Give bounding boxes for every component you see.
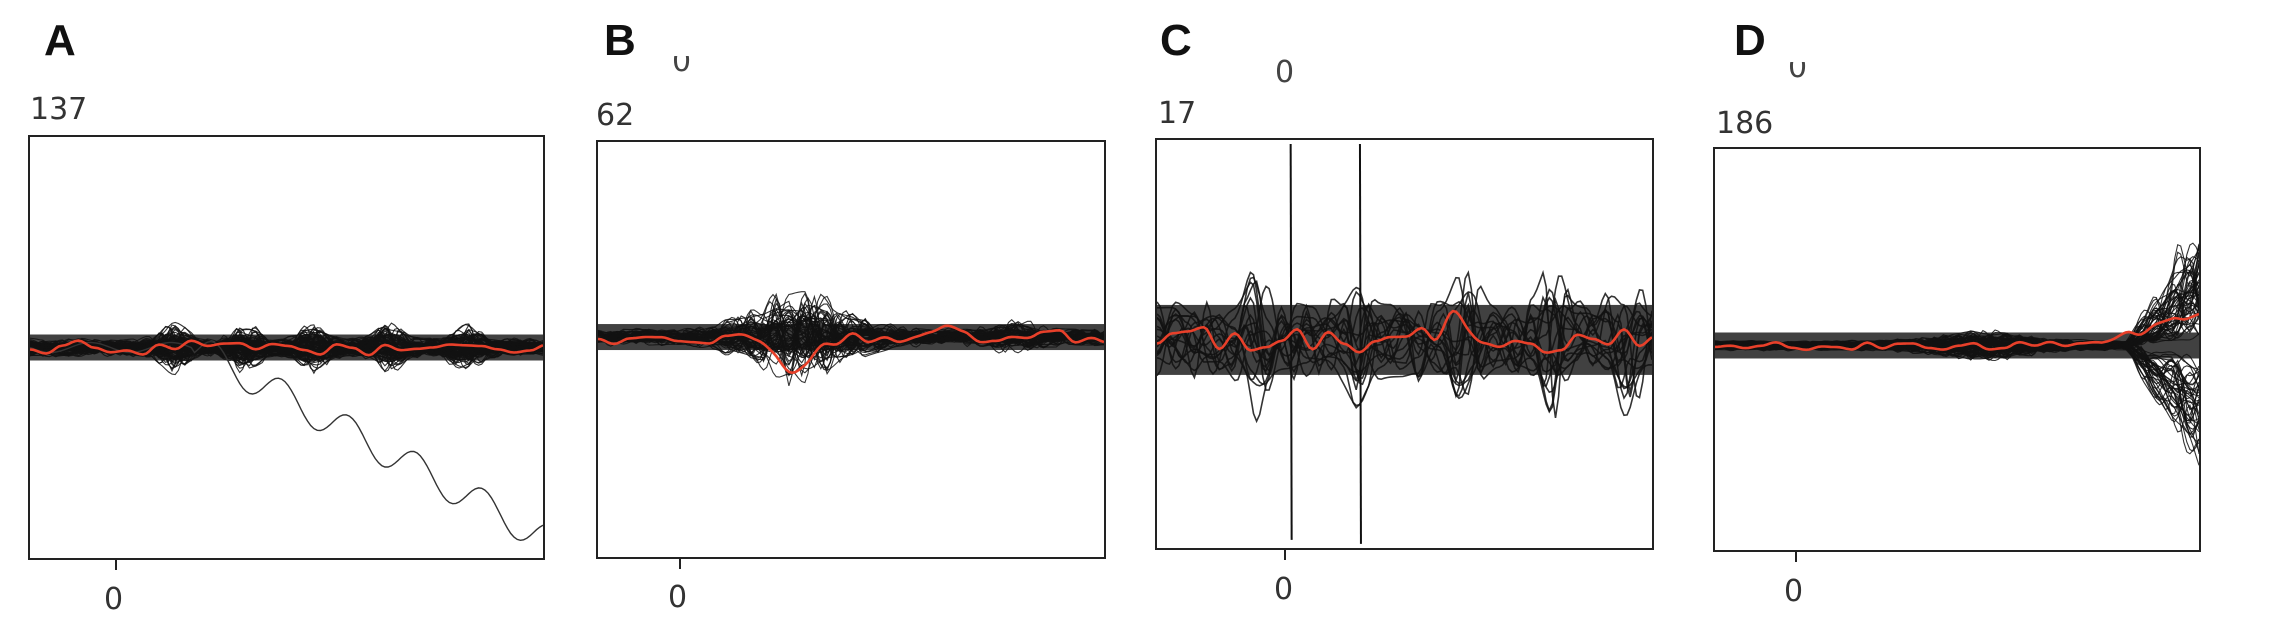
panel-count-b: 62 — [596, 98, 635, 133]
average-trace — [598, 324, 1104, 375]
x-tick-a — [115, 560, 117, 570]
traces-svg-b — [598, 291, 1104, 387]
plot-area-c — [1155, 138, 1654, 550]
panel-letter-b: B — [604, 16, 636, 65]
traces-svg-d — [1715, 242, 2199, 466]
top-tick-label-b: 0 — [672, 56, 692, 79]
spike-line — [1358, 143, 1362, 544]
traces-svg-a — [30, 321, 543, 542]
panel-count-d: 186 — [1716, 106, 1774, 141]
average-trace — [30, 339, 543, 357]
panel-letter-d: D — [1734, 16, 1766, 65]
plot-area-d — [1713, 147, 2201, 552]
spike-line — [1289, 143, 1293, 540]
x-tick-d — [1795, 552, 1797, 562]
average-trace — [1157, 309, 1652, 354]
x-tick-label-c: 0 — [1274, 572, 1294, 607]
panel-count-c: 17 — [1158, 96, 1197, 131]
x-tick-label-d: 0 — [1784, 574, 1804, 609]
x-tick-b — [679, 559, 681, 569]
x-tick-label-a: 0 — [104, 582, 124, 617]
traces-svg-c — [1157, 143, 1652, 544]
x-tick-c — [1284, 550, 1286, 560]
plot-area-b — [596, 140, 1106, 559]
plot-area-a — [28, 135, 545, 560]
panel-letter-a: A — [44, 16, 76, 65]
trace-band — [30, 334, 543, 361]
outlier-trace — [30, 340, 543, 542]
top-tick-label-d: 0 — [1788, 62, 1808, 85]
x-tick-label-b: 0 — [668, 580, 688, 615]
average-trace — [1715, 312, 2199, 352]
panel-letter-c: C — [1160, 16, 1192, 65]
panel-count-a: 137 — [30, 92, 88, 127]
trace-band — [1157, 304, 1652, 375]
top-tick-label-c: 0 — [1275, 55, 1295, 90]
